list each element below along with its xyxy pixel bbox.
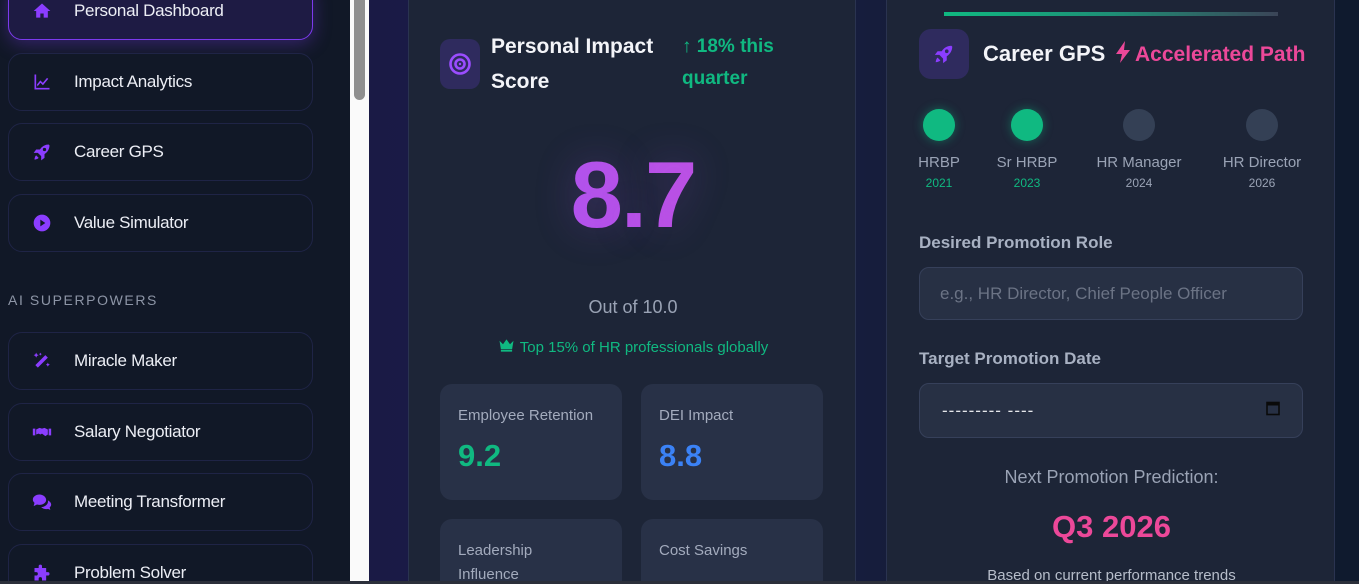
sidebar-item-label: Miracle Maker — [74, 351, 177, 370]
career-step-hrbp: HRBP 2021 — [884, 109, 994, 190]
step-name: Sr HRBP — [996, 154, 1058, 171]
sidebar-scrollbar-thumb[interactable] — [354, 0, 365, 100]
puzzle-icon — [31, 562, 53, 584]
sidebar-item-miracle-maker[interactable]: Miracle Maker — [8, 332, 313, 390]
magic-wand-icon — [31, 350, 53, 372]
step-dot-complete — [1011, 109, 1043, 141]
metric-label: Cost Savings — [659, 542, 748, 559]
metric-label: Leadership Influence — [458, 542, 533, 583]
arrow-up-icon: ↑ — [682, 36, 692, 57]
date-input-value: --------- ---- — [942, 400, 1035, 420]
career-step-hr-director: HR Director 2026 — [1207, 109, 1317, 190]
step-year: 2021 — [925, 176, 953, 190]
impact-rank: Top 15% of HR professionals globally — [409, 338, 857, 356]
impact-score-max: Out of 10.0 — [588, 297, 678, 317]
main-content: Personal Impact Score ↑ 18% this quarter… — [369, 0, 1359, 584]
career-gps-title: Career GPS — [983, 41, 1106, 66]
step-year: 2023 — [1013, 176, 1041, 190]
target-date-input[interactable]: --------- ---- — [919, 383, 1303, 438]
section-title-ai-superpowers: AI SUPERPOWERS — [8, 292, 158, 308]
lightning-icon — [1115, 41, 1131, 69]
metric-card-employee-retention: Employee Retention 9.2 — [440, 384, 622, 500]
sidebar-item-salary-negotiator[interactable]: Salary Negotiator — [8, 403, 313, 461]
sidebar-item-personal-dashboard[interactable]: Personal Dashboard — [8, 0, 313, 40]
metric-card-cost-savings: Cost Savings ●● — [641, 519, 823, 584]
sidebar-item-label: Problem Solver — [74, 563, 187, 582]
target-date-label: Target Promotion Date — [919, 349, 1101, 368]
metric-value: 8.8 — [659, 438, 703, 473]
impact-trend: ↑ 18% this quarter — [682, 31, 812, 95]
rocket-icon — [31, 141, 53, 163]
badge-text: Accelerated Path — [1135, 43, 1306, 66]
step-dot-complete — [923, 109, 955, 141]
sidebar-item-label: Value Simulator — [74, 213, 189, 232]
target-icon — [440, 39, 480, 89]
metric-value-partial: ●● — [659, 577, 805, 584]
handshake-icon — [31, 421, 53, 443]
promotion-prediction-label: Next Promotion Prediction: — [1004, 467, 1219, 487]
promotion-prediction-value: Q3 2026 — [1052, 509, 1171, 544]
metric-label: Employee Retention — [458, 407, 594, 424]
promotion-prediction-note: Based on current performance trends — [987, 567, 1236, 584]
chat-bubbles-icon — [31, 491, 53, 513]
step-name: HR Manager — [1096, 154, 1182, 171]
impact-score-value: 8.7 — [409, 141, 857, 249]
chart-line-icon — [31, 71, 53, 93]
career-step-sr-hrbp: Sr HRBP 2023 — [972, 109, 1082, 190]
calendar-icon[interactable] — [1266, 400, 1280, 421]
rocket-icon — [919, 29, 969, 79]
step-name: HRBP — [918, 154, 960, 171]
sidebar-item-label: Personal Dashboard — [74, 1, 224, 20]
career-step-hr-manager: HR Manager 2024 — [1084, 109, 1194, 190]
desired-role-input[interactable] — [919, 267, 1303, 320]
impact-score-card: Personal Impact Score ↑ 18% this quarter… — [408, 0, 856, 584]
sidebar-item-impact-analytics[interactable]: Impact Analytics — [8, 53, 313, 111]
sidebar-item-problem-solver[interactable]: Problem Solver — [8, 544, 313, 584]
sidebar: Personal Dashboard Impact Analytics Care… — [0, 0, 350, 584]
impact-score-title: Personal Impact Score — [491, 35, 654, 93]
impact-trend-text: 18% this quarter — [682, 36, 774, 89]
step-year: 2026 — [1248, 176, 1276, 190]
sidebar-item-label: Career GPS — [74, 142, 164, 161]
window-bottom-edge — [0, 581, 1359, 584]
sidebar-item-meeting-transformer[interactable]: Meeting Transformer — [8, 473, 313, 531]
career-gps-card: Career GPS Accelerated Path HRBP 2021 Sr… — [886, 0, 1335, 584]
sidebar-item-value-simulator[interactable]: Value Simulator — [8, 194, 313, 252]
step-year: 2024 — [1125, 176, 1153, 190]
metric-label: DEI Impact — [659, 407, 734, 424]
metric-value: 9.2 — [458, 438, 502, 473]
step-name: HR Director — [1222, 154, 1302, 171]
impact-rank-text: Top 15% of HR professionals globally — [519, 338, 769, 356]
metric-card-dei-impact: DEI Impact 8.8 — [641, 384, 823, 500]
desired-role-label: Desired Promotion Role — [919, 233, 1113, 252]
sidebar-item-label: Impact Analytics — [74, 72, 193, 91]
play-circle-icon — [31, 212, 53, 234]
metric-card-leadership-influence: Leadership Influence — [440, 519, 622, 584]
step-dot-pending — [1123, 109, 1155, 141]
career-progress-bar — [944, 12, 1278, 16]
sidebar-scrollbar[interactable] — [350, 0, 369, 584]
accelerated-path-badge: Accelerated Path — [1115, 41, 1305, 69]
crown-icon — [498, 338, 515, 356]
step-dot-pending — [1246, 109, 1278, 141]
sidebar-item-label: Salary Negotiator — [74, 422, 201, 441]
sidebar-item-label: Meeting Transformer — [74, 492, 226, 511]
sidebar-item-career-gps[interactable]: Career GPS — [8, 123, 313, 181]
home-icon — [31, 0, 53, 22]
